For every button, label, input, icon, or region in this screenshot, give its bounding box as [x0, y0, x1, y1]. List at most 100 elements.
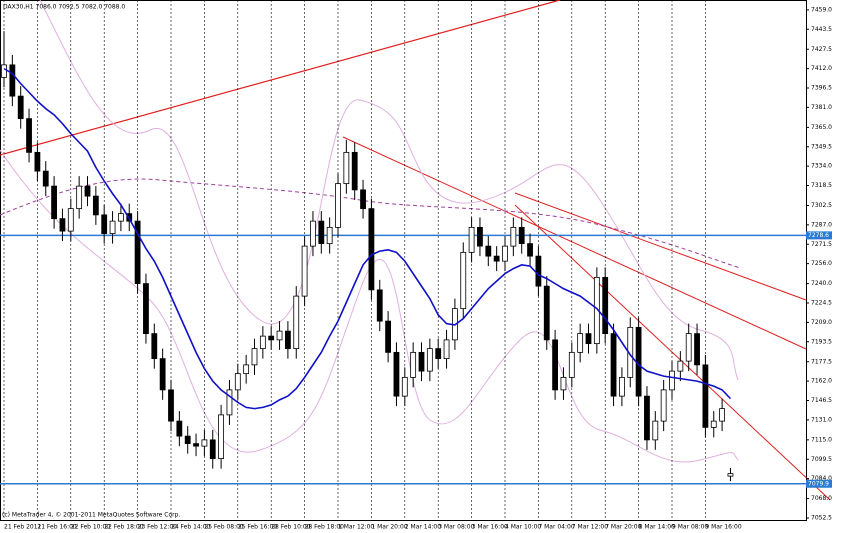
y-tick-label: 7146.5: [811, 397, 832, 404]
candle-body: [101, 214, 108, 235]
x-tick-label: 25 Feb 16:00: [238, 524, 278, 531]
candle-body: [67, 208, 74, 232]
candle-body: [460, 251, 467, 310]
y-tick-label: 7115.0: [811, 436, 832, 443]
trend-line: [342, 136, 807, 350]
candle-body: [510, 226, 517, 247]
candle-body: [719, 408, 725, 422]
candle-body: [351, 151, 358, 191]
y-tick-label: 7177.5: [811, 358, 832, 365]
candle-body: [343, 151, 350, 185]
trend-line: [0, 0, 561, 156]
x-tick-label: 22 Feb 10:00: [71, 524, 111, 531]
candle-body: [268, 335, 275, 341]
y-tick-label: 7131.0: [811, 416, 832, 423]
candle-body: [226, 389, 233, 416]
candle-body: [201, 439, 208, 447]
decorations: [0, 0, 831, 501]
candle-body: [585, 333, 592, 345]
candle-body: [259, 335, 266, 350]
candle-body: [17, 95, 24, 120]
y-tick-label: 7443.5: [811, 26, 832, 33]
x-tick-label: 24 Feb 14:00: [171, 524, 211, 531]
x-tick-label: 3 Mar 08:00: [438, 524, 474, 531]
candle-body: [418, 351, 425, 372]
candle-body: [393, 351, 400, 397]
price-label-box: [806, 479, 832, 488]
y-tick-label: 7193.5: [811, 338, 832, 345]
y-tick-label: 7068.0: [811, 495, 832, 502]
candle-body: [209, 439, 216, 460]
candle-body: [84, 185, 91, 197]
trend-line: [514, 204, 831, 501]
candle-body: [568, 351, 575, 378]
price-label-box: [806, 231, 832, 240]
candle-body: [410, 351, 417, 378]
price-label: 7278.6: [808, 232, 829, 239]
x-tick-label: 21 Feb 16:00: [37, 524, 77, 531]
candle-body: [360, 189, 366, 210]
chart-title: DAX30,H1 7086.0 7092.5 7082.0 7088.0: [3, 4, 125, 11]
price-label: 7079.9: [808, 480, 829, 487]
candle-body: [143, 283, 149, 335]
candle-body: [118, 213, 124, 222]
candle-body: [644, 395, 650, 441]
trend-line: [514, 192, 807, 301]
candle-body: [619, 376, 625, 397]
lower-band: [0, 149, 739, 463]
y-tick-label: 7318.5: [811, 182, 832, 189]
candle-body: [677, 360, 684, 372]
y-tick-label: 7224.5: [811, 300, 832, 307]
candle-body: [193, 443, 199, 447]
candle-body: [335, 183, 341, 228]
candle-body: [560, 376, 567, 391]
x-tick-label: 7 Mar 12:00: [572, 524, 608, 531]
candle-body: [76, 185, 83, 210]
y-tick-label: 7099.5: [811, 456, 832, 463]
x-tick-label: 4 Mar 10:00: [505, 524, 541, 531]
candle-body: [159, 358, 166, 391]
candle-body: [669, 370, 675, 391]
candle-body: [493, 255, 500, 262]
x-tick-label: 8 Mar 14:00: [639, 524, 675, 531]
candle-body: [301, 245, 308, 297]
candle-body: [727, 473, 734, 477]
x-tick-label: 25 Feb 08:00: [204, 524, 244, 531]
y-tick-label: 7381.0: [811, 104, 832, 111]
x-tick-label: 21 Feb 2011: [4, 524, 42, 531]
candle-body: [310, 220, 316, 247]
x-tick-label: 9 Mar 08:00: [672, 524, 708, 531]
x-tick-label: 28 Feb 10:00: [271, 524, 311, 531]
candle-body: [59, 218, 66, 232]
y-tick-label: 7302.5: [811, 202, 832, 209]
x-tick-label: 9 Mar 16:00: [705, 524, 741, 531]
candle-body: [134, 220, 141, 285]
x-tick-label: 23 Feb 12:00: [138, 524, 178, 531]
x-tick-label: 1 Mar 20:00: [371, 524, 407, 531]
candle-body: [702, 364, 709, 428]
candle-body: [234, 373, 241, 391]
x-tick-label: 3 Mar 16:00: [472, 524, 508, 531]
candle-body: [151, 333, 158, 360]
y-tick-label: 7349.5: [811, 143, 832, 150]
long-ma: [0, 178, 741, 269]
candle-body: [168, 389, 174, 422]
marks: [0, 0, 809, 520]
y-tick-label: 7209.0: [811, 319, 832, 326]
candle-body: [543, 285, 550, 341]
candle-body: [535, 255, 542, 287]
y-tick-label: 7412.0: [811, 65, 832, 72]
candle-body: [51, 185, 57, 220]
y-tick-label: 7084.0: [811, 475, 832, 482]
y-tick-label: 7256.0: [811, 260, 832, 267]
candle-body: [92, 195, 99, 216]
candle-body: [326, 226, 333, 245]
candle-body: [1, 64, 7, 78]
candle-body: [284, 330, 291, 350]
candle-body: [602, 276, 609, 335]
y-tick-label: 7162.0: [811, 378, 832, 385]
candle-body: [443, 339, 450, 360]
candle-body: [251, 348, 258, 366]
candle-body: [385, 320, 392, 353]
